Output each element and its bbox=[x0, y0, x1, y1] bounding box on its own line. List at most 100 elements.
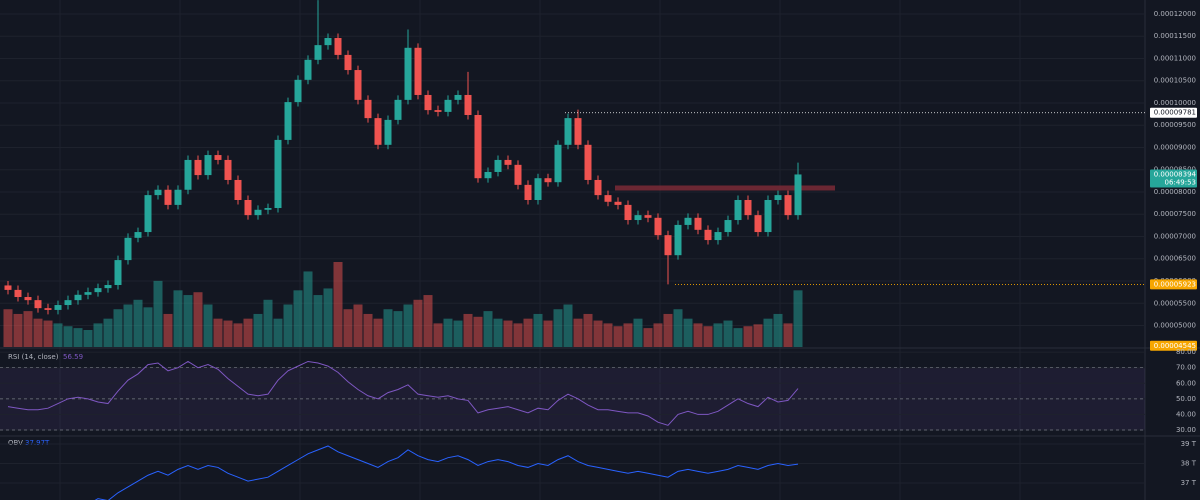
candle-body bbox=[664, 235, 672, 256]
candle-body bbox=[784, 195, 792, 216]
volume-bar bbox=[103, 318, 113, 347]
volume-bar bbox=[443, 318, 453, 347]
candle-body bbox=[554, 144, 562, 183]
candle-body bbox=[114, 260, 122, 286]
candle-body bbox=[404, 47, 412, 100]
volume-bar bbox=[613, 326, 623, 347]
candle-body bbox=[254, 209, 262, 216]
volume-bar bbox=[733, 328, 743, 347]
candle-body bbox=[134, 232, 142, 238]
candle-body bbox=[604, 195, 612, 202]
y-tick-label: 39 T bbox=[1181, 440, 1197, 448]
price-label-box bbox=[1150, 340, 1197, 351]
volume-bar bbox=[553, 309, 563, 347]
candle-body bbox=[24, 297, 32, 301]
price-label-box bbox=[1150, 107, 1197, 118]
volume-bar bbox=[683, 318, 693, 347]
candle-body bbox=[34, 300, 42, 309]
volume-bar bbox=[253, 313, 263, 347]
y-tick-label: 0.00010500 bbox=[1154, 77, 1196, 85]
candle-body bbox=[214, 155, 222, 160]
candle-body bbox=[324, 38, 332, 46]
candle-body bbox=[314, 45, 322, 60]
candle-body bbox=[294, 79, 302, 103]
volume-bar bbox=[273, 318, 283, 347]
y-tick-label: 0.00005000 bbox=[1154, 322, 1196, 330]
volume-bar bbox=[263, 299, 273, 347]
candle-body bbox=[414, 47, 422, 95]
volume-bar bbox=[643, 328, 653, 347]
volume-bar bbox=[773, 313, 783, 347]
candle-body bbox=[84, 292, 92, 295]
candle-body bbox=[474, 114, 482, 179]
volume-bar bbox=[413, 299, 423, 347]
y-tick-label: 50.00 bbox=[1176, 395, 1196, 403]
candle-body bbox=[754, 215, 762, 233]
volume-bar bbox=[453, 320, 463, 347]
volume-bar bbox=[3, 309, 13, 347]
obv-legend-value: 37.97T bbox=[25, 439, 50, 447]
candle-body bbox=[714, 232, 722, 241]
y-tick-label: 0.00011500 bbox=[1154, 32, 1196, 40]
candle-body bbox=[464, 94, 472, 115]
y-tick-label: 0.00012000 bbox=[1154, 10, 1196, 18]
y-tick-label: 60.00 bbox=[1176, 379, 1196, 387]
candle-body bbox=[234, 179, 242, 201]
candle-body bbox=[434, 110, 442, 112]
volume-bar bbox=[183, 295, 193, 347]
candle-body bbox=[734, 200, 742, 221]
y-tick-label: 0.00010000 bbox=[1154, 99, 1196, 107]
volume-bar bbox=[493, 318, 503, 347]
candle-body bbox=[44, 308, 52, 310]
volume-bar bbox=[563, 304, 573, 347]
candle-body bbox=[614, 201, 622, 205]
candle-body bbox=[724, 220, 732, 233]
volume-bar bbox=[173, 290, 183, 347]
volume-bar bbox=[293, 290, 303, 347]
volume-bar bbox=[73, 328, 83, 347]
line-plot bbox=[7, 360, 799, 426]
volume-bar bbox=[573, 318, 583, 347]
indicator-line bbox=[94, 445, 799, 500]
volume-bar bbox=[703, 326, 713, 347]
volume-bar bbox=[593, 320, 603, 347]
candle-body bbox=[504, 159, 512, 165]
candle-body bbox=[144, 195, 152, 233]
volume-bar bbox=[743, 326, 753, 347]
volume-bar bbox=[533, 313, 543, 347]
volume-bar bbox=[283, 304, 293, 347]
volume-bar bbox=[763, 318, 773, 347]
candle-body bbox=[304, 59, 312, 80]
volume-bar bbox=[193, 292, 203, 347]
candle-body bbox=[374, 118, 382, 145]
volume-bar bbox=[753, 324, 763, 347]
volume-bar bbox=[353, 304, 363, 347]
candle-body bbox=[564, 118, 572, 145]
volume-bar bbox=[213, 318, 223, 347]
candle-body bbox=[454, 94, 462, 100]
volume-bar bbox=[793, 290, 803, 347]
candle-body bbox=[544, 178, 552, 183]
volume-bar bbox=[43, 320, 53, 347]
volume-bar bbox=[363, 313, 373, 347]
volume-bar bbox=[223, 320, 233, 347]
candle-body bbox=[184, 159, 192, 190]
candle-body bbox=[384, 119, 392, 145]
volume-bar bbox=[23, 311, 33, 347]
volume-bar bbox=[303, 271, 313, 347]
volume-bar bbox=[783, 323, 793, 347]
candle-body bbox=[574, 118, 582, 145]
y-tick-label: 70.00 bbox=[1176, 364, 1196, 372]
candle-body bbox=[54, 305, 62, 310]
candle-body bbox=[224, 159, 232, 180]
candle-body bbox=[514, 164, 522, 185]
countdown: 06:49:53 bbox=[1165, 178, 1196, 186]
candle-body bbox=[774, 195, 782, 201]
candle-body bbox=[624, 204, 632, 221]
candle-body bbox=[344, 54, 352, 71]
price-label: 0.00009781 bbox=[1154, 109, 1196, 117]
candle-body bbox=[194, 159, 202, 176]
volume-bar bbox=[503, 320, 513, 347]
